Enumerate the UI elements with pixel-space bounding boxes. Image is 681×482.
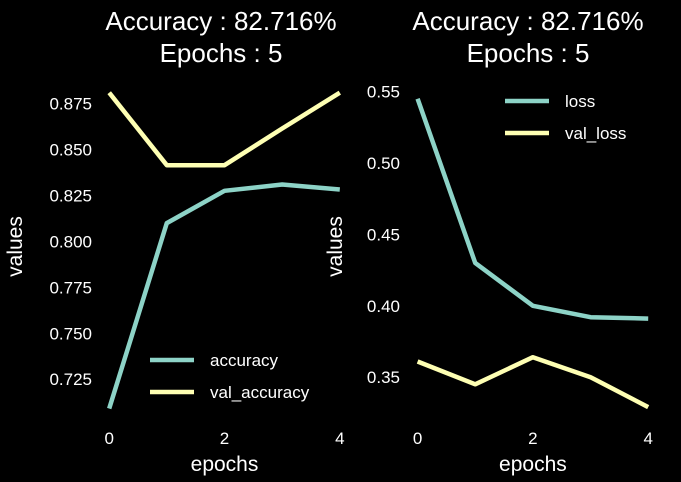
legend-label-val-accuracy: val_accuracy (210, 383, 310, 402)
legend-label-val-loss: val_loss (565, 124, 626, 143)
x-axis-label: epochs (499, 453, 567, 476)
y-tick-label: 0.45 (367, 225, 400, 244)
y-tick-label: 0.775 (49, 278, 92, 297)
x-tick-label: 2 (528, 429, 537, 448)
chart-title: Accuracy : 82.716% (412, 6, 643, 36)
legend-label-loss: loss (565, 92, 595, 111)
y-tick-label: 0.35 (367, 368, 400, 387)
y-tick-label: 0.55 (367, 83, 400, 102)
chart-subtitle: Epochs : 5 (467, 38, 590, 68)
legend-label-accuracy: accuracy (210, 351, 279, 370)
y-axis-label: values (4, 216, 27, 277)
x-axis-label: epochs (191, 453, 259, 476)
series-line-val-accuracy (107, 90, 341, 168)
y-tick-label: 0.750 (49, 324, 92, 343)
y-tick-label: 0.725 (49, 370, 92, 389)
y-tick-label: 0.875 (49, 95, 92, 114)
x-tick-label: 0 (104, 429, 113, 448)
series-line-accuracy (107, 182, 340, 410)
x-tick-label: 4 (643, 429, 652, 448)
y-tick-label: 0.800 (49, 232, 92, 251)
y-tick-label: 0.50 (367, 154, 400, 173)
y-axis-label: values (324, 216, 347, 277)
x-tick-label: 4 (335, 429, 344, 448)
y-tick-label: 0.40 (367, 297, 400, 316)
y-tick-label: 0.850 (49, 141, 92, 160)
x-tick-label: 2 (220, 429, 229, 448)
series-line-loss (415, 97, 649, 321)
x-tick-label: 0 (413, 429, 422, 448)
chart-subtitle: Epochs : 5 (160, 38, 283, 68)
y-tick-label: 0.825 (49, 187, 92, 206)
series-line-val-loss (416, 354, 650, 410)
chart-title: Accuracy : 82.716% (105, 6, 336, 36)
